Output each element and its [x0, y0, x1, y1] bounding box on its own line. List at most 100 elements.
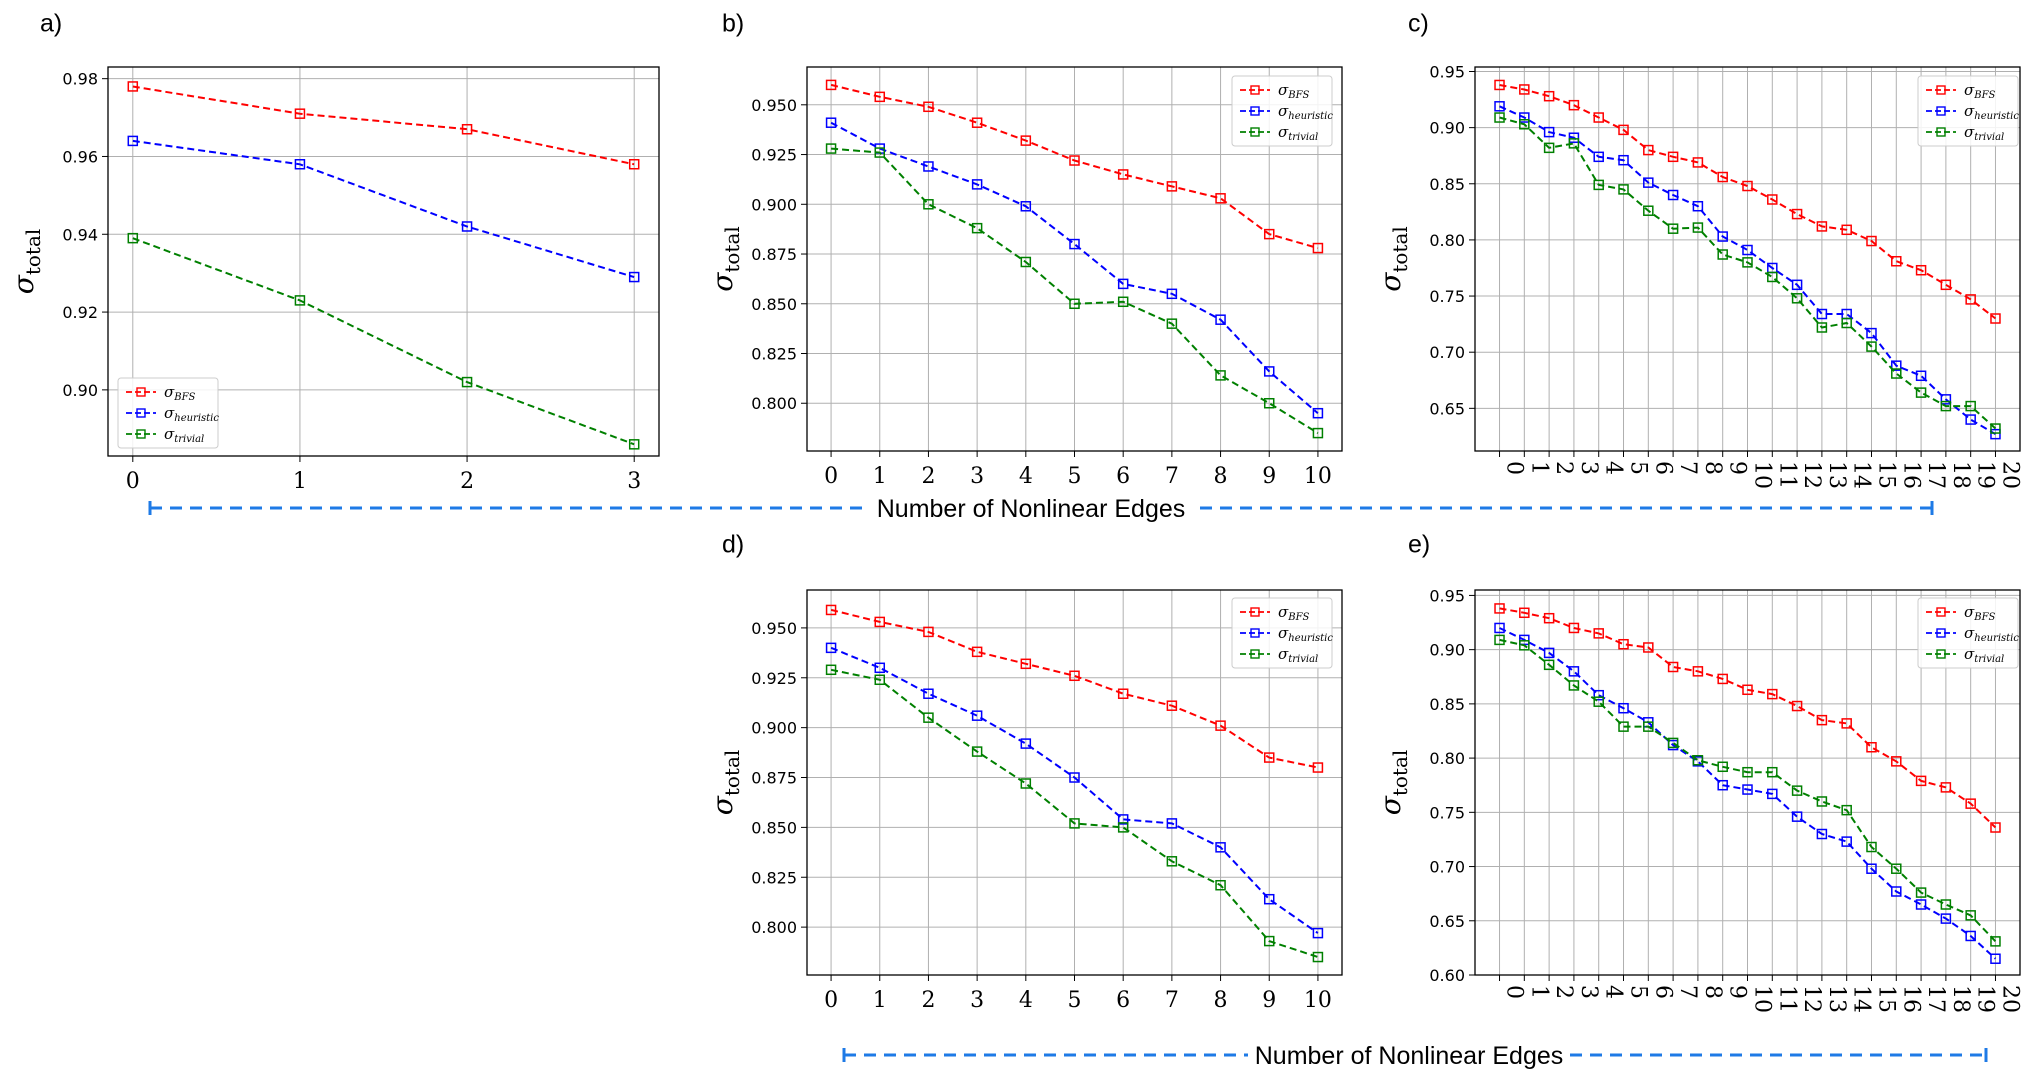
y-tick-label: 0.875 [751, 769, 797, 788]
legend-label-trivial: σtrivial [164, 425, 204, 445]
series-line-bfs [830, 83, 1319, 250]
y-tick-label: 0.925 [751, 146, 797, 165]
data-point-trivial [1069, 298, 1080, 310]
data-point-heuristic [1166, 818, 1178, 829]
legend-marker-heuristic [1250, 106, 1260, 116]
data-point-bfs [127, 81, 139, 92]
data-point-bfs [1020, 658, 1032, 670]
data-point-bfs [1915, 264, 1927, 276]
y-tick-label: 0.80 [1429, 749, 1465, 768]
legend-label-subscript: trivial [1974, 132, 2004, 143]
data-point-heuristic [1568, 132, 1580, 143]
y-tick-label: 0.90 [1429, 119, 1465, 138]
x-tick-label: 3 [970, 464, 984, 489]
x-tick-label: 3 [1576, 461, 1601, 475]
legend-label-trivial: σtrivial [1964, 645, 2004, 665]
data-point-bfs [1866, 742, 1877, 753]
data-point-heuristic [1891, 360, 1902, 371]
x-tick-label: 5 [1068, 988, 1082, 1013]
y-tick-label: 0.85 [1429, 175, 1465, 194]
data-point-bfs [1117, 169, 1129, 180]
legend-marker-trivial [1936, 127, 1946, 137]
data-point-trivial [1816, 796, 1828, 807]
x-tick-label: 3 [1576, 985, 1601, 999]
series-line-trivial [132, 237, 635, 446]
data-point-bfs [1717, 171, 1728, 183]
x-tick-label: 14 [1849, 985, 1874, 1013]
y-tick-label: 0.60 [1429, 966, 1465, 985]
data-point-trivial [1215, 370, 1226, 381]
data-point-heuristic [1069, 238, 1080, 250]
legend-marker-trivial [1250, 649, 1260, 659]
data-point-bfs [1263, 752, 1275, 763]
y-axis-label-symbol: σ [7, 274, 40, 294]
plot-frame [1474, 66, 2021, 452]
plot-frame [806, 66, 1343, 452]
data-point-trivial [1568, 138, 1580, 149]
x-tick-label: 20 [1997, 461, 2022, 489]
x-tick-label: 4 [1019, 988, 1033, 1013]
data-point-trivial [1568, 680, 1580, 691]
y-tick-label: 0.800 [751, 918, 797, 937]
x-tick-label: 2 [1551, 985, 1576, 999]
data-point-trivial [1717, 249, 1728, 260]
data-point-bfs [1312, 762, 1324, 773]
data-point-trivial [1494, 112, 1505, 123]
legend-label-symbol: σ [1964, 123, 1975, 141]
data-point-trivial [1117, 296, 1129, 308]
data-point-trivial [1915, 387, 1927, 398]
y-axis-label: σtotal [1374, 750, 1412, 816]
data-point-trivial [1215, 879, 1226, 891]
data-point-trivial [1020, 256, 1032, 268]
y-tick-label: 0.875 [751, 245, 797, 264]
legend-marker-bfs [1250, 85, 1260, 95]
legend-label-symbol: σ [1278, 603, 1289, 621]
chart-panel-a: a)0 1 2 30.900.920.940.960.98σtotalσBFSσheu… [7, 10, 660, 494]
x-tick-label: 15 [1873, 461, 1898, 489]
y-tick-label: 0.950 [751, 619, 797, 638]
x-tick-label: 0 [1502, 461, 1527, 475]
data-point-trivial [1940, 899, 1952, 910]
x-tick-label: 1 [873, 464, 887, 489]
data-point-trivial [1667, 223, 1679, 234]
y-tick-label: 0.95 [1429, 62, 1465, 81]
legend-label-symbol: σ [1278, 123, 1289, 141]
x-tick-label: 9 [1262, 464, 1276, 489]
series-line-heuristic [1499, 105, 1997, 436]
legend-label-subscript: trivial [174, 434, 204, 445]
data-point-trivial [825, 664, 837, 676]
data-point-bfs [825, 604, 837, 616]
data-point-heuristic [1020, 201, 1032, 212]
x-tick-label: 9 [1262, 988, 1276, 1013]
x-tick-label: 0 [126, 469, 140, 494]
x-tick-label: 16 [1898, 461, 1923, 489]
data-point-bfs [874, 616, 886, 628]
legend-label-symbol: σ [1278, 624, 1289, 642]
x-tick-label: 12 [1799, 461, 1824, 489]
data-point-bfs [1568, 622, 1580, 634]
data-point-heuristic [1990, 428, 2001, 440]
x-tick-label: 18 [1948, 985, 1973, 1013]
data-point-bfs [1593, 628, 1604, 639]
data-point-heuristic [1643, 177, 1654, 188]
data-point-trivial [825, 143, 837, 154]
x-caption-top-group: Number of Nonlinear Edges [148, 495, 1934, 523]
y-tick-label: 0.90 [62, 381, 98, 400]
data-point-bfs [1866, 235, 1877, 247]
data-point-heuristic [1891, 886, 1902, 897]
data-point-heuristic [1543, 647, 1555, 659]
data-point-trivial [1841, 804, 1852, 816]
data-point-bfs [1841, 224, 1852, 236]
y-tick-label: 0.94 [62, 225, 98, 244]
data-point-heuristic [1915, 370, 1927, 382]
data-point-bfs [1791, 700, 1803, 712]
panels-layer: a)0 1 2 30.900.920.940.960.98σtotalσBFSσheu… [7, 10, 2022, 1013]
x-tick-label: 10 [1304, 464, 1332, 489]
x-tick-label: 0 [824, 988, 838, 1013]
data-point-heuristic [1940, 913, 1952, 924]
legend-marker-trivial [1936, 649, 1946, 659]
series-line-bfs [1499, 607, 1997, 829]
